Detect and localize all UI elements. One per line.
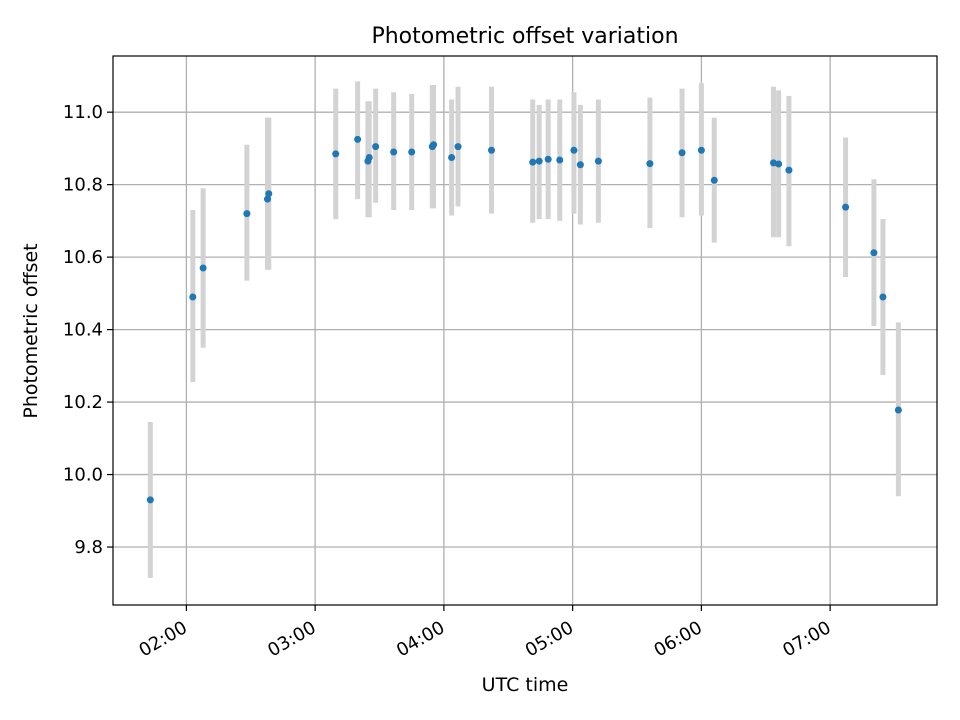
data-point [879, 293, 887, 301]
data-point [697, 146, 705, 154]
data-point [146, 496, 154, 504]
plot-area-frame [112, 55, 938, 606]
data-point [354, 135, 362, 143]
y-axis-label: Photometric offset [20, 243, 42, 418]
data-point [243, 210, 251, 218]
data-point [454, 143, 462, 151]
data-point [775, 160, 783, 168]
data-point [594, 157, 602, 165]
data-point [785, 166, 793, 174]
chart-title: Photometric offset variation [371, 24, 678, 49]
data-point [894, 406, 902, 414]
data-point [372, 143, 380, 151]
y-tick-label: 10.2 [63, 392, 103, 413]
data-point [430, 141, 438, 149]
y-tick-label: 10.6 [63, 247, 103, 268]
data-point [189, 293, 197, 301]
grid-lines [113, 56, 937, 605]
data-point [570, 146, 578, 154]
data-point [264, 195, 271, 203]
data-point [390, 148, 398, 156]
data-points [146, 135, 902, 504]
y-tick-label: 10.8 [63, 175, 103, 196]
data-point [556, 156, 564, 164]
data-point [365, 153, 373, 161]
y-tick-label: 11.0 [63, 102, 103, 123]
data-point [576, 161, 584, 169]
data-point [678, 149, 686, 157]
y-tick-label: 10.0 [63, 465, 103, 486]
data-point [842, 203, 850, 211]
data-point [488, 146, 496, 154]
data-point [870, 249, 878, 257]
y-tick-label: 9.8 [74, 537, 103, 558]
data-point [529, 158, 537, 166]
data-point [544, 155, 552, 163]
data-point [332, 150, 340, 158]
x-axis-label: UTC time [482, 674, 569, 696]
y-axis-ticks: 9.8 10.0 10.2 10.4 10.6 10.8 11.0 [63, 102, 113, 558]
data-point [199, 264, 207, 272]
data-point [646, 160, 654, 168]
data-point [710, 176, 718, 184]
y-tick-label: 10.4 [63, 320, 103, 341]
data-point [265, 190, 273, 198]
data-point [408, 148, 416, 156]
data-point [535, 157, 543, 165]
data-point [448, 153, 456, 161]
